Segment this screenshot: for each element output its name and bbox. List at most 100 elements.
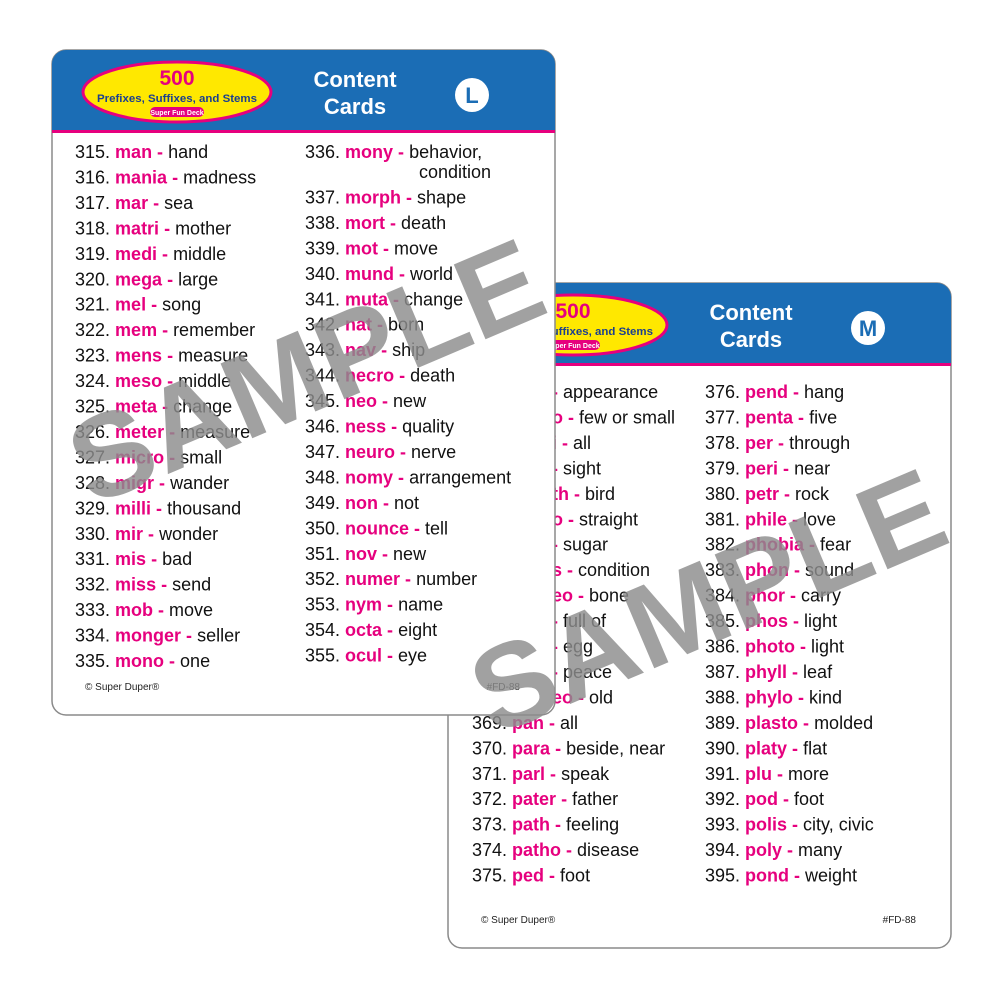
entry-word: para - [512, 738, 561, 758]
entry-word: petr - [745, 484, 790, 504]
entry-word: s - [552, 560, 573, 580]
entry-number: 347. [305, 442, 340, 462]
entry-number: 329. [75, 498, 110, 518]
entry-word: man - [115, 142, 163, 162]
entry-word: octa - [345, 620, 393, 640]
entry-number: 322. [75, 320, 110, 340]
entry-number: 323. [75, 346, 110, 366]
entry-number: 338. [305, 213, 340, 233]
entry: 319. medi - middle [75, 244, 226, 264]
entry-word: nat - [345, 315, 383, 335]
entry: 354. octa - eight [305, 620, 437, 640]
entry: 316. mania - madness [75, 167, 256, 187]
entry: 371. parl - speak [472, 764, 610, 784]
entry-meaning: new [393, 544, 427, 564]
entry: 372. pater - father [472, 789, 618, 809]
entry: -appearance [552, 382, 658, 402]
entry-number: 340. [305, 264, 340, 284]
entry: 348. nomy - arrangement [305, 467, 511, 487]
entry-word: plu - [745, 764, 783, 784]
entry-meaning: all [573, 433, 591, 453]
entry-meaning: bird [585, 484, 615, 504]
entry-word: nov - [345, 544, 388, 564]
entry-word: meter - [115, 422, 175, 442]
footer-left: © Super Duper® [481, 915, 556, 926]
entry: 352. numer - number [305, 569, 477, 589]
entry-number: 378. [705, 433, 740, 453]
entry-number: 382. [705, 535, 740, 555]
entry: th - bird [552, 484, 615, 504]
entry-meaning: sugar [563, 535, 608, 555]
entry: 380. petr - rock [705, 484, 830, 504]
entry-word: non - [345, 493, 389, 513]
entry-number: 333. [75, 600, 110, 620]
entry-meaning: father [572, 789, 618, 809]
entry-meaning: love [803, 509, 836, 529]
entry-meaning: eye [398, 646, 427, 666]
entry-word: meta - [115, 397, 168, 417]
entry: 317. mar - sea [75, 193, 194, 213]
entry-meaning: all [560, 713, 578, 733]
entry-number: 389. [705, 713, 740, 733]
entry: 346. ness - quality [305, 417, 454, 437]
entry-meaning: send [172, 575, 211, 595]
entry-number: 375. [472, 866, 507, 886]
entry-meaning: many [798, 840, 842, 860]
entry-meaning: foot [794, 789, 824, 809]
entry-word: muta - [345, 289, 399, 309]
entry-word: monger - [115, 626, 192, 646]
entry-meaning: mother [175, 218, 231, 238]
entry-word: nomy - [345, 467, 404, 487]
entry-number: 371. [472, 764, 507, 784]
entry: 369. pan - all [472, 713, 578, 733]
entry-word: mob - [115, 600, 164, 620]
letter: M [859, 316, 877, 341]
entry: eo - old [552, 687, 613, 707]
entry-meaning: middle [178, 371, 231, 391]
entry-word: pater - [512, 789, 567, 809]
entry: 315. man - hand [75, 142, 208, 162]
entry: s - condition [552, 560, 650, 580]
footer-right: #FD-88 [487, 682, 521, 693]
entry-number: 326. [75, 422, 110, 442]
entry-meaning: shape [417, 187, 466, 207]
entry-word: per - [745, 433, 784, 453]
entry-meaning: change [173, 397, 232, 417]
entry-number: 321. [75, 295, 110, 315]
entry-meaning: weight [804, 866, 857, 886]
entry-meaning: beside, near [566, 738, 665, 758]
entry-meaning: wonder [158, 524, 218, 544]
entry-number: 320. [75, 269, 110, 289]
entry-number: 376. [705, 382, 740, 402]
entry: 378. per - through [705, 433, 850, 453]
entry-meaning: middle [173, 244, 226, 264]
entry-word: phyll - [745, 662, 798, 682]
entry: 334. monger - seller [75, 626, 240, 646]
entry-word: o - [552, 407, 574, 427]
entry-word: pan - [512, 713, 555, 733]
entry-meaning: nerve [411, 442, 456, 462]
entry-meaning: seller [197, 626, 240, 646]
entry: 325. meta - change [75, 397, 232, 417]
entry-number: 335. [75, 651, 110, 671]
entry-number: 372. [472, 789, 507, 809]
entry-meaning: name [398, 595, 443, 615]
entry-word: patho - [512, 840, 572, 860]
entry-word: eo - [552, 687, 584, 707]
entry-meaning: carry [801, 586, 841, 606]
entry-meaning: quality [402, 417, 454, 437]
entry-number: 370. [472, 738, 507, 758]
entry-number: 387. [705, 662, 740, 682]
entry-meaning: tell [425, 518, 448, 538]
entry-word: phile - [745, 509, 798, 529]
entry-word: miss - [115, 575, 167, 595]
entry-number: 380. [705, 484, 740, 504]
entry-word: phor - [745, 586, 796, 606]
entry-meaning: straight [579, 509, 638, 529]
logo [81, 60, 273, 124]
entry-meaning: appearance [563, 382, 658, 402]
entry: 376. pend - hang [705, 382, 844, 402]
entry-meaning: condition [578, 560, 650, 580]
entry-word: meso - [115, 371, 173, 391]
entry-number: 385. [705, 611, 740, 631]
